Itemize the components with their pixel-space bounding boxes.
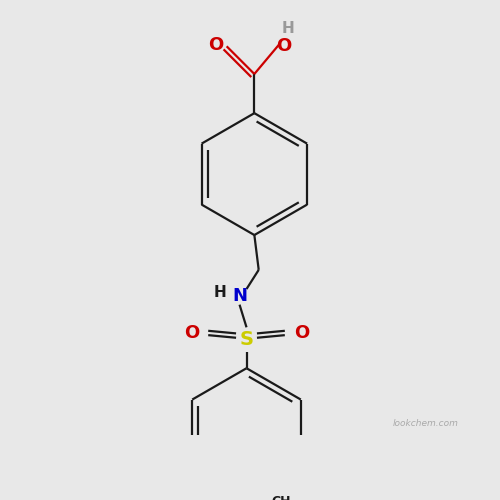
Text: N: N xyxy=(232,287,247,305)
Text: H: H xyxy=(214,285,227,300)
Text: H: H xyxy=(282,21,294,36)
Text: CH₃: CH₃ xyxy=(271,494,296,500)
Text: S: S xyxy=(240,330,254,349)
Text: O: O xyxy=(208,36,223,54)
Text: lookchem.com: lookchem.com xyxy=(393,420,459,428)
Text: O: O xyxy=(184,324,200,342)
Text: O: O xyxy=(294,324,309,342)
Text: O: O xyxy=(276,36,291,54)
